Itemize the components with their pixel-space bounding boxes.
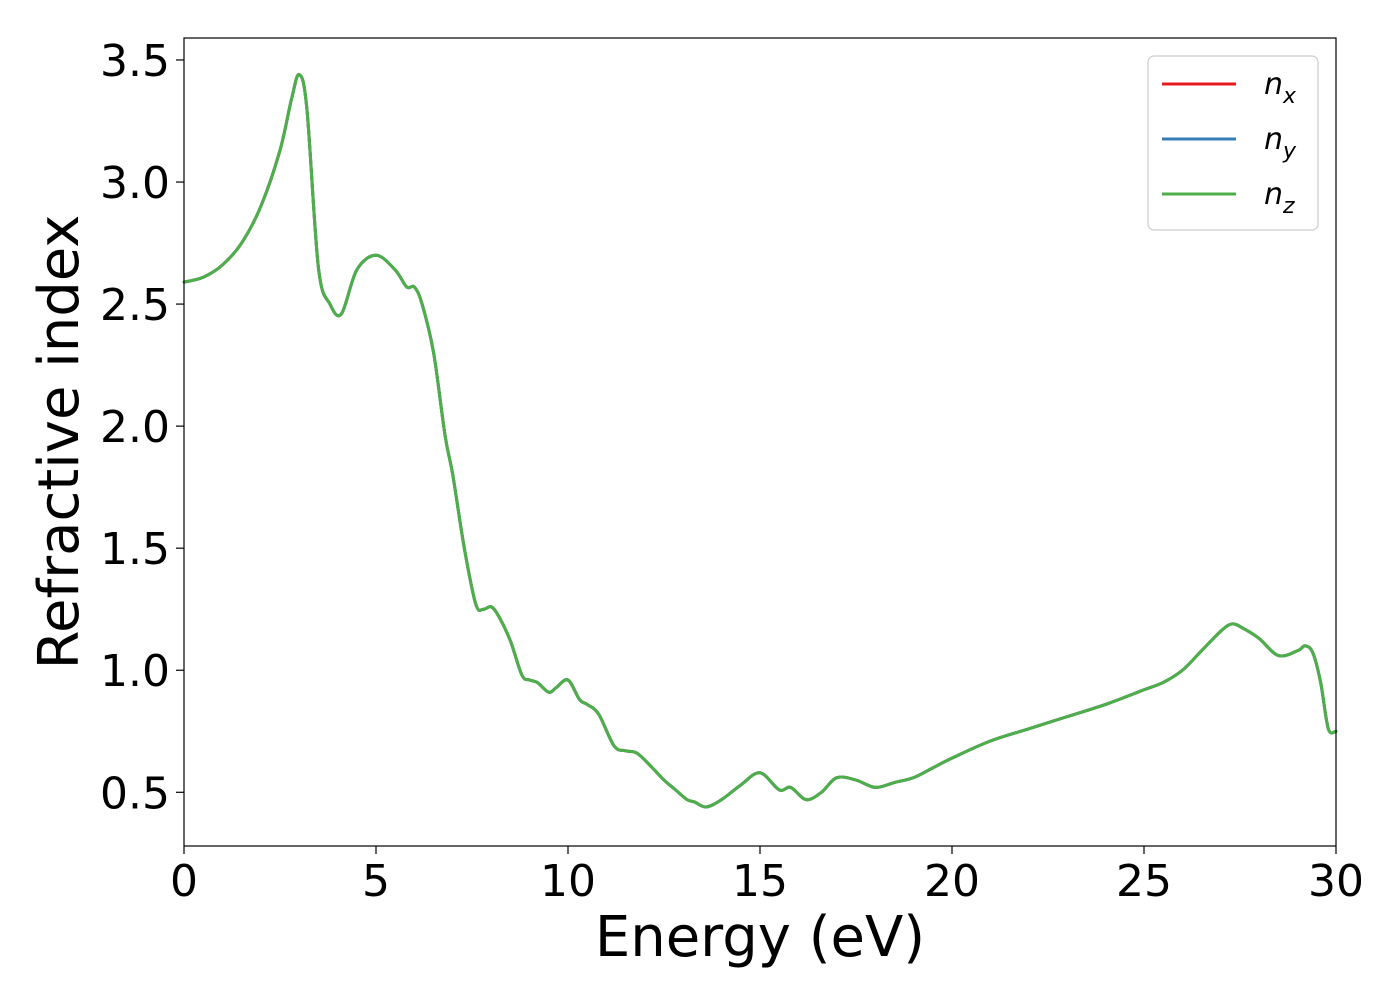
y-axis-title: Refractive index xyxy=(27,215,92,670)
x-tick-label: 5 xyxy=(362,856,390,907)
y-tick-label: 3.5 xyxy=(100,36,170,87)
y-tick-label: 0.5 xyxy=(100,768,170,819)
y-tick-label: 1.5 xyxy=(100,524,170,575)
x-tick-label: 30 xyxy=(1308,856,1364,907)
legend-box xyxy=(1147,55,1319,231)
series-lines xyxy=(182,73,1338,809)
x-tick-label: 15 xyxy=(732,856,788,907)
series-line-nz xyxy=(182,73,1338,809)
x-tick-label: 0 xyxy=(170,856,198,907)
x-tick-label: 25 xyxy=(1116,856,1172,907)
y-tick-label: 1.0 xyxy=(100,646,170,697)
axis-ticks: 0 5 10 15 20 25 30 0.5 1.0 1.5 2.0 2.5 3.0 3.5 xyxy=(100,36,1364,907)
y-tick-label: 2.0 xyxy=(100,402,170,453)
y-tick-label: 2.5 xyxy=(100,280,170,331)
x-tick-label: 20 xyxy=(924,856,980,907)
y-tick-label: 3.0 xyxy=(100,158,170,209)
x-axis-title: Energy (eV) xyxy=(595,905,925,970)
x-tick-label: 10 xyxy=(540,856,596,907)
